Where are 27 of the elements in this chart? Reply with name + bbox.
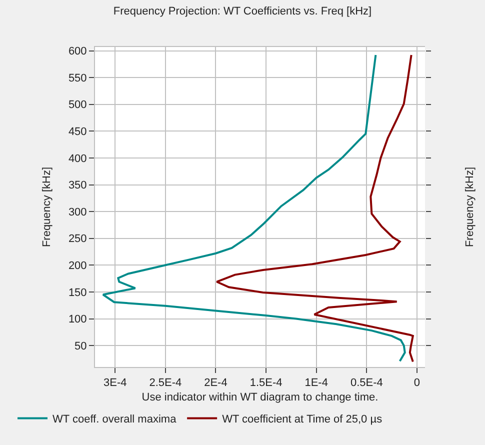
x-tick-label: 1E-4 [304,377,328,390]
chart-title: Frequency Projection: WT Coefficients vs. Freq [kHz] [113,5,372,18]
x-tick-label: 3E-4 [103,377,127,390]
y-tick-label: 450 [68,126,87,138]
y-tick-label: 300 [68,206,87,218]
x-axis-title: Use indicator within WT diagram to change time. [142,391,378,404]
y-tick-label: 50 [74,340,87,352]
y-tick-label: 250 [68,233,87,246]
x-tick-label: 0 [414,377,420,390]
x-tick-label: 0.5E-4 [350,377,383,390]
x-tick-label: 2E-4 [204,377,228,390]
y-tick-label: 100 [68,314,87,326]
line-series [216,54,414,363]
y-tick-label: 400 [68,152,87,165]
y-axis-title: Frequency [kHz] [41,166,54,248]
y-tick-label: 500 [68,99,87,112]
y-tick-label: 550 [68,72,87,84]
y-tick-label: 600 [68,46,87,58]
legend-label: WT coeff. overall maxima [52,414,178,426]
y2-axis-title: Frequency [kHz] [464,166,476,248]
y-tick-label: 200 [68,260,87,272]
legend-label: WT coefficient at Time of 25,0 µs [222,414,383,426]
x-tick-label: 1.5E-4 [250,377,282,390]
y-tick-label: 350 [68,180,87,192]
y-tick-label: 150 [68,286,87,299]
x-tick-label: 2.5E-4 [149,377,182,390]
line-series [102,54,406,362]
